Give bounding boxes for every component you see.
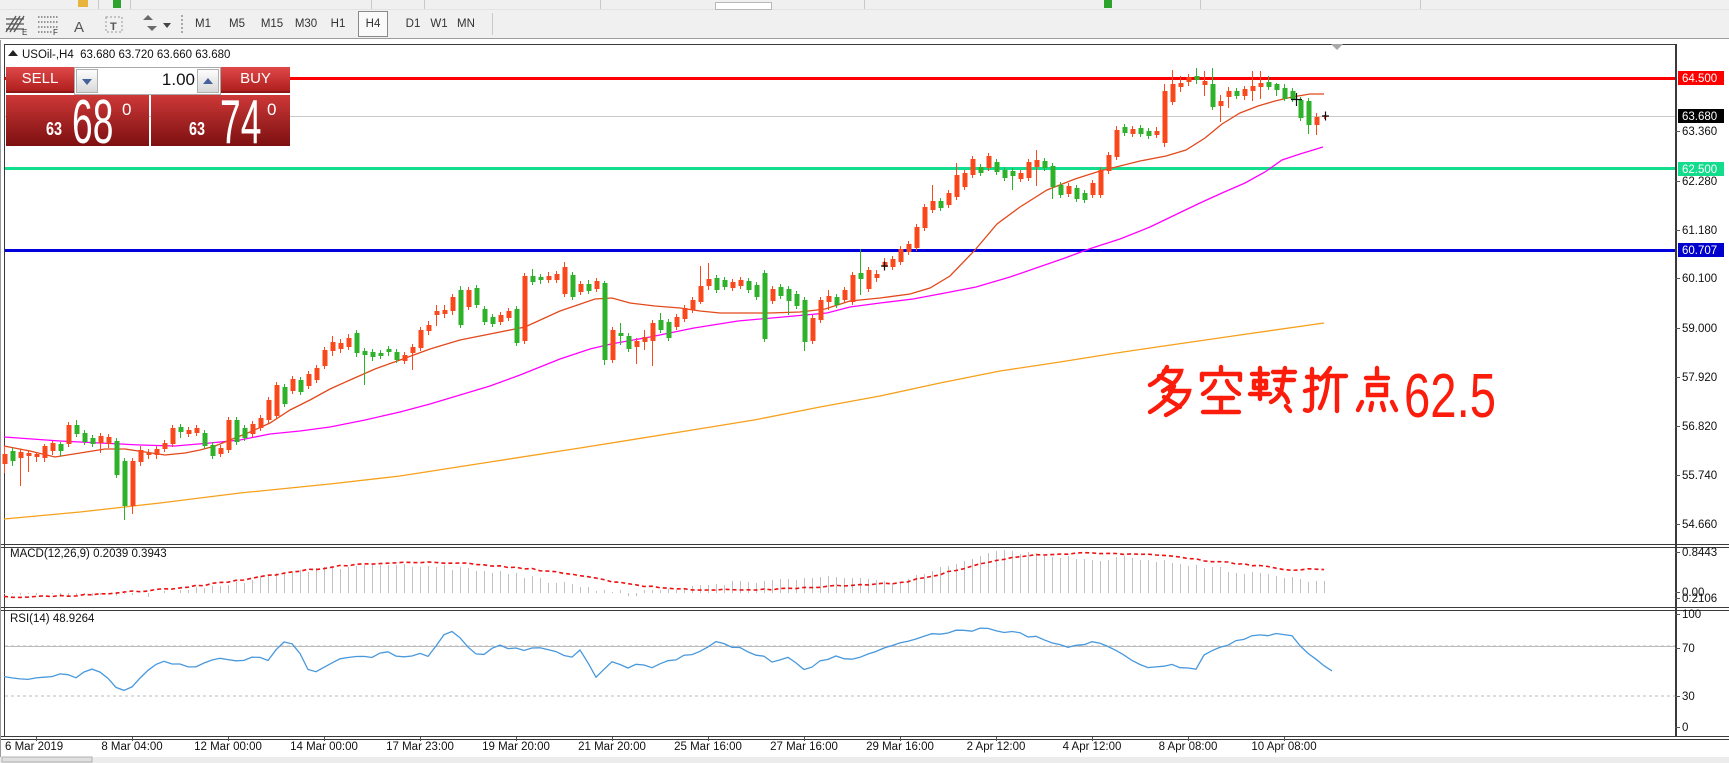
- svg-text:A: A: [74, 19, 84, 36]
- svg-text:21 Mar 20:00: 21 Mar 20:00: [578, 741, 646, 753]
- svg-text:27 Mar 16:00: 27 Mar 16:00: [770, 741, 838, 753]
- svg-text:12 Mar 00:00: 12 Mar 00:00: [194, 741, 262, 753]
- svg-text:70: 70: [1682, 643, 1695, 655]
- svg-text:USOil-,H4 63.680 63.720 63.66: USOil-,H4 63.680 63.720 63.660 63.680: [22, 49, 230, 61]
- svg-text:56.820: 56.820: [1682, 421, 1717, 433]
- svg-text:10 Apr 08:00: 10 Apr 08:00: [1251, 741, 1316, 753]
- svg-text:62.5: 62.5: [1404, 362, 1496, 431]
- svg-text:F: F: [53, 28, 58, 37]
- svg-text:0.8443: 0.8443: [1682, 547, 1717, 559]
- svg-text:60.707: 60.707: [1682, 245, 1717, 257]
- svg-text:2 Apr 12:00: 2 Apr 12:00: [967, 741, 1026, 753]
- svg-text:14 Mar 00:00: 14 Mar 00:00: [290, 741, 358, 753]
- svg-text:55.740: 55.740: [1682, 470, 1717, 482]
- svg-text:17 Mar 23:00: 17 Mar 23:00: [386, 741, 454, 753]
- svg-text:57.920: 57.920: [1682, 372, 1717, 384]
- svg-text:0.2106: 0.2106: [1682, 593, 1717, 605]
- svg-text:25 Mar 16:00: 25 Mar 16:00: [674, 741, 742, 753]
- svg-text:0.00: 0.00: [1682, 587, 1704, 599]
- svg-text:4 Apr 12:00: 4 Apr 12:00: [1063, 741, 1122, 753]
- svg-text:E: E: [22, 28, 27, 37]
- svg-text:63.360: 63.360: [1682, 126, 1717, 138]
- svg-text:30: 30: [1682, 691, 1695, 703]
- svg-text:MACD(12,26,9) 0.2039 0.3943: MACD(12,26,9) 0.2039 0.3943: [10, 548, 167, 560]
- svg-text:8 Apr 08:00: 8 Apr 08:00: [1159, 741, 1218, 753]
- svg-text:8 Mar 04:00: 8 Mar 04:00: [101, 741, 162, 753]
- svg-text:19 Mar 20:00: 19 Mar 20:00: [482, 741, 550, 753]
- svg-text:T: T: [110, 21, 117, 33]
- svg-text:54.660: 54.660: [1682, 519, 1717, 531]
- svg-text:100: 100: [1682, 609, 1701, 621]
- svg-text:60.100: 60.100: [1682, 273, 1717, 285]
- svg-text:61.180: 61.180: [1682, 225, 1717, 237]
- svg-text:62.280: 62.280: [1682, 176, 1717, 188]
- svg-text:6 Mar 2019: 6 Mar 2019: [5, 741, 63, 753]
- svg-text:64.500: 64.500: [1682, 73, 1717, 85]
- svg-text:0: 0: [1682, 722, 1688, 734]
- svg-text:63.680: 63.680: [1682, 111, 1717, 123]
- svg-text:29 Mar 16:00: 29 Mar 16:00: [866, 741, 934, 753]
- svg-text:62.500: 62.500: [1682, 164, 1717, 176]
- svg-text:RSI(14) 48.9264: RSI(14) 48.9264: [10, 613, 95, 625]
- svg-text:59.000: 59.000: [1682, 323, 1717, 335]
